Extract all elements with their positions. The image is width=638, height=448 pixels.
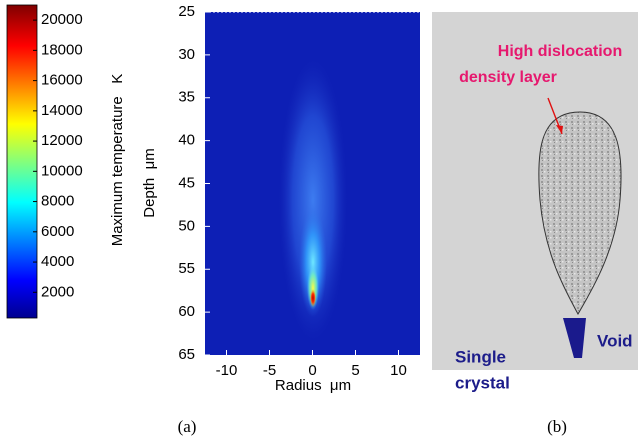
damage-layer — [538, 111, 622, 316]
layer-label: High dislocation — [498, 43, 622, 60]
crystal-label: crystal — [455, 373, 510, 392]
heat-plume — [299, 207, 327, 317]
y-tick-label: 35 — [178, 89, 195, 106]
colorbar-tick-label: 8000 — [41, 193, 74, 210]
colorbar-tick-label: 18000 — [41, 41, 83, 58]
colorbar-tick-label: 6000 — [41, 223, 74, 240]
y-tick-label: 65 — [178, 346, 195, 363]
void-label: Void — [597, 331, 633, 350]
x-tick-label: 5 — [351, 362, 359, 379]
x-tick-label: -10 — [216, 362, 238, 379]
x-axis-label: Radius μm — [275, 377, 351, 394]
panel-label: (b) — [547, 417, 567, 436]
y-tick-label: 30 — [178, 46, 195, 63]
layer-label: density layer — [459, 69, 557, 86]
colorbar-tick-label: 10000 — [41, 162, 83, 179]
y-tick-label: 45 — [178, 174, 195, 191]
colorbar-tick-label: 16000 — [41, 72, 83, 89]
x-tick-label: -5 — [263, 362, 276, 379]
colorbar: Maximum temperature K 2000 4000 6000 8000 10… — [6, 4, 126, 319]
x-tick-label: 0 — [308, 362, 316, 379]
heat-plume — [307, 266, 319, 310]
colorbar-tick-label: 14000 — [41, 102, 83, 119]
panel-label: (a) — [178, 417, 197, 436]
crystal-label: Single — [455, 347, 506, 366]
heatmap: Radius μm Depth μm (a) -10 -5 0 5 10 25 30 35 40… — [141, 3, 420, 436]
colorbar-tick-label: 2000 — [41, 283, 74, 300]
colorbar-tick-label: 20000 — [41, 11, 83, 28]
colorbar-scale — [6, 4, 38, 319]
y-axis-label: Depth μm — [141, 148, 158, 218]
colorbar-tick-label: 4000 — [41, 253, 74, 270]
diagram: High dislocation density layer Void Sing… — [432, 12, 638, 436]
y-tick-label: 60 — [178, 303, 195, 320]
arrow-head — [556, 125, 563, 134]
colorbar-tick-label: 12000 — [41, 132, 83, 149]
heat-plume — [279, 60, 347, 340]
y-tick-label: 50 — [178, 217, 195, 234]
y-tick-label: 55 — [178, 260, 195, 277]
y-tick-label: 40 — [178, 132, 195, 149]
x-tick-label: 10 — [390, 362, 407, 379]
heat-core — [310, 289, 316, 307]
colorbar-label: Maximum temperature K — [109, 74, 126, 247]
y-tick-label: 25 — [178, 3, 195, 20]
void — [563, 318, 586, 358]
